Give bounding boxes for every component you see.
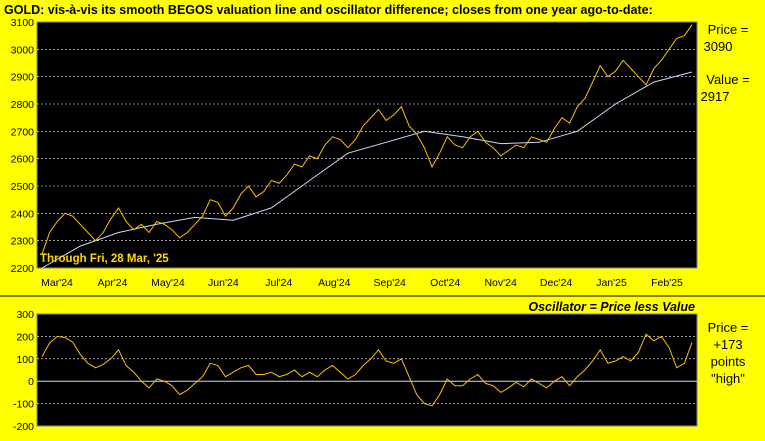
price-value: 3090 bbox=[704, 39, 733, 54]
osc-label-line4: "high" bbox=[711, 371, 745, 386]
oscillator-y-tick: 200 bbox=[16, 331, 34, 343]
price-y-tick: 2300 bbox=[11, 236, 35, 248]
price-x-tick: May'24 bbox=[151, 277, 185, 289]
price-x-axis: Mar'24 Apr'24 May'24 Jun'24 Jul'24 Aug'24 Sep'… bbox=[41, 277, 683, 289]
price-x-tick: Apr'24 bbox=[97, 277, 127, 289]
oscillator-series-line bbox=[41, 333, 693, 407]
osc-label-line2: +173 bbox=[713, 337, 742, 352]
price-y-tick: 2200 bbox=[11, 263, 35, 275]
price-x-tick: Jan'25 bbox=[596, 277, 627, 289]
osc-label-line3: points bbox=[711, 354, 746, 369]
oscillator-plot-area bbox=[36, 313, 698, 427]
price-y-tick: 2500 bbox=[11, 181, 35, 193]
price-x-tick: Jun'24 bbox=[208, 277, 239, 289]
price-x-tick: Nov'24 bbox=[484, 277, 517, 289]
price-y-axis: 2200 2300 2400 2500 2600 2700 2800 2900 3000 3100 bbox=[11, 17, 35, 275]
value-series-line bbox=[41, 71, 693, 269]
price-y-tick: 2900 bbox=[11, 72, 35, 84]
value-value: 2917 bbox=[701, 89, 730, 104]
price-series-line bbox=[41, 24, 693, 255]
price-x-tick: Dec'24 bbox=[540, 277, 573, 289]
price-x-tick: Oct'24 bbox=[430, 277, 460, 289]
price-y-tick: 3100 bbox=[11, 17, 35, 29]
price-x-tick: Mar'24 bbox=[41, 277, 73, 289]
price-y-tick: 2400 bbox=[11, 208, 35, 220]
price-y-tick: 2600 bbox=[11, 154, 35, 166]
oscillator-y-tick: -200 bbox=[13, 421, 34, 433]
price-label: Price = bbox=[708, 22, 749, 37]
oscillator-title: Oscillator = Price less Value bbox=[528, 300, 695, 314]
price-y-tick: 3000 bbox=[11, 44, 35, 56]
price-x-tick: Feb'25 bbox=[651, 277, 683, 289]
chart-title: GOLD: vis-à-vis its smooth BEGOS valuati… bbox=[4, 3, 653, 17]
price-gridlines bbox=[37, 49, 697, 241]
osc-label-line1: Price = bbox=[708, 320, 749, 335]
oscillator-y-tick: 0 bbox=[28, 376, 34, 388]
price-x-tick: Aug'24 bbox=[318, 277, 351, 289]
price-y-tick: 2800 bbox=[11, 99, 35, 111]
oscillator-y-tick: 100 bbox=[16, 354, 34, 366]
price-x-tick: Sep'24 bbox=[374, 277, 407, 289]
through-date-annotation: Through Fri, 28 Mar, '25 bbox=[40, 253, 169, 265]
value-label: Value = bbox=[706, 72, 750, 87]
price-x-tick: Jul'24 bbox=[265, 277, 292, 289]
price-plot-area bbox=[36, 21, 698, 269]
oscillator-y-tick: -100 bbox=[13, 399, 34, 411]
price-y-tick: 2700 bbox=[11, 126, 35, 138]
oscillator-gridlines bbox=[37, 336, 697, 404]
oscillator-y-axis: -200 -100 0 100 200 300 bbox=[13, 309, 34, 433]
oscillator-y-tick: 300 bbox=[16, 309, 34, 321]
